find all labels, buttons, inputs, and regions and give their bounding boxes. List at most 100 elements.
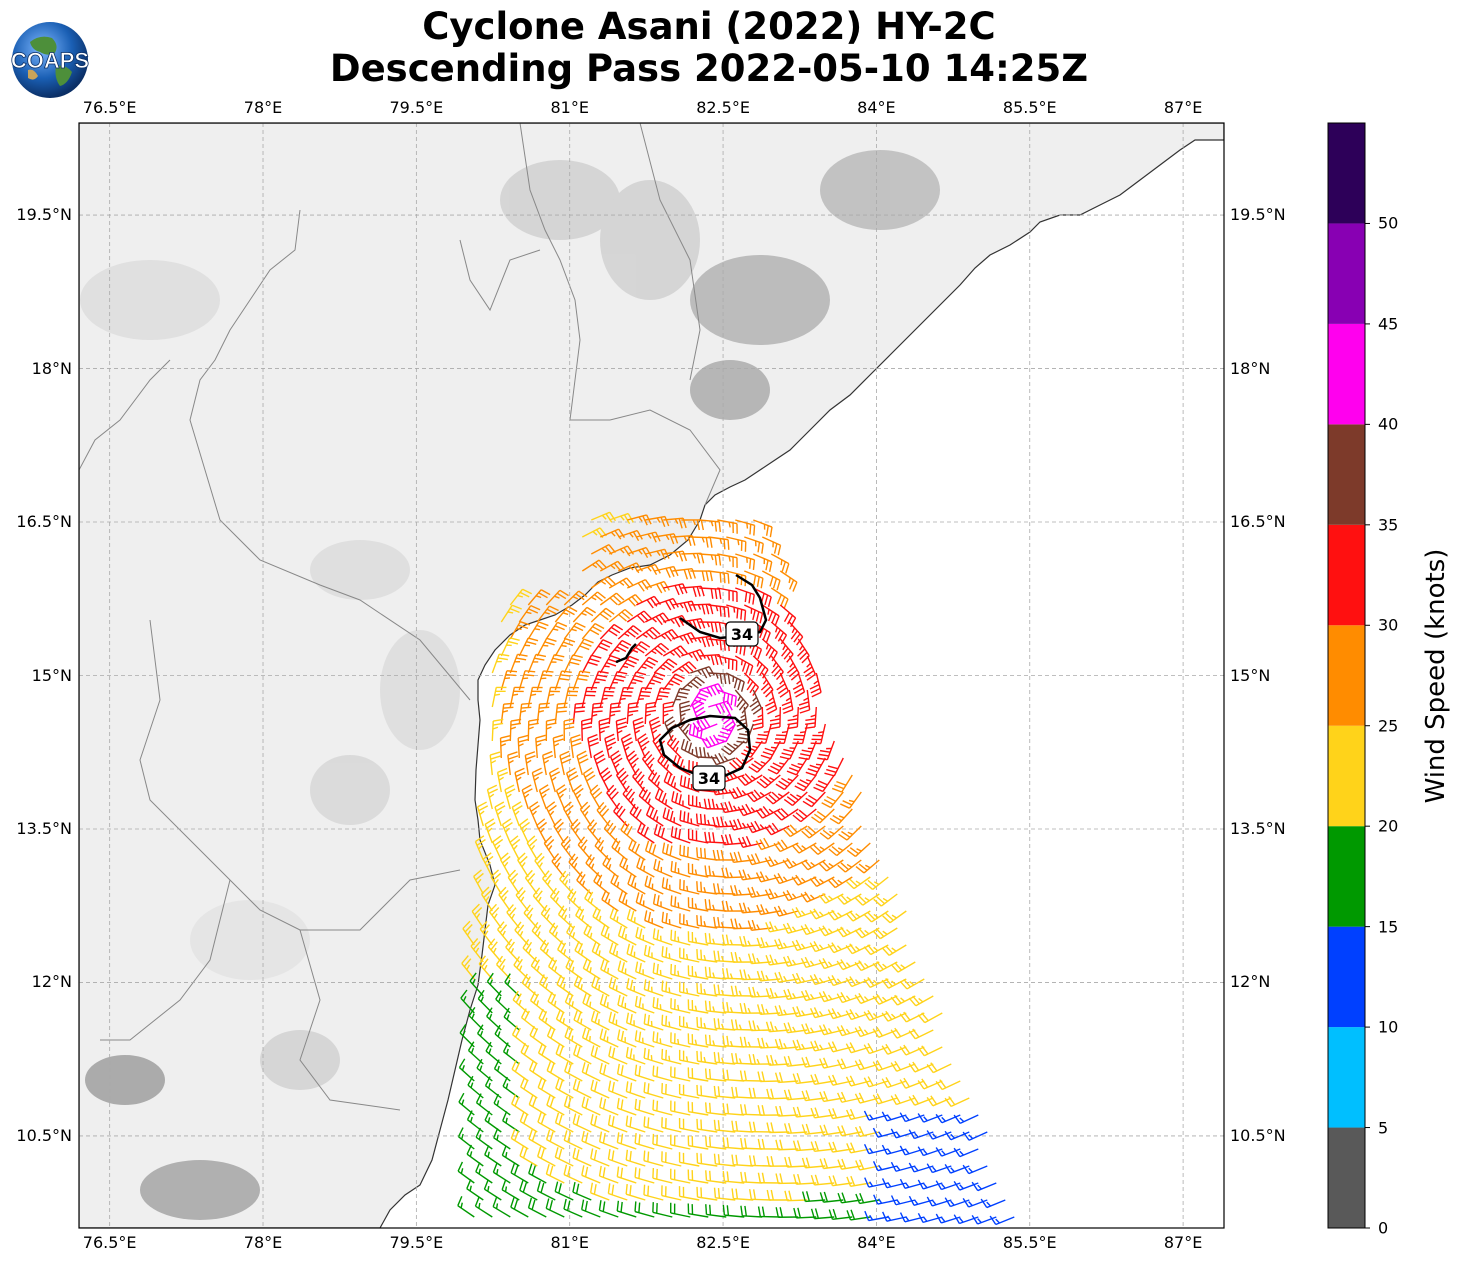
wind-barb [944,1096,970,1108]
wind-barb [680,738,700,759]
wind-barb [519,1180,538,1201]
wind-barb [491,653,510,674]
wind-barb [601,889,619,912]
colorbar-tick-label: 20 [1378,816,1399,836]
wind-barb [511,1059,529,1082]
wind-barb [625,1081,646,1099]
wind-barb [471,903,484,929]
wind-barb [590,1010,610,1031]
wind-barb [845,976,871,988]
wind-barb [854,960,880,972]
wind-barb [691,699,706,725]
wind-barb [752,655,769,679]
wind-barb [670,1202,691,1218]
lat-tick-right: 13.5°N [1230,818,1286,838]
wind-barb [554,638,576,657]
wind-barb [457,1161,475,1184]
wind-barb [809,672,822,698]
wind-barb [608,977,628,997]
wind-barb [908,1028,934,1040]
coaps-logo: COAPS [10,22,90,98]
wind-barb [662,807,682,827]
wind-barb [491,718,504,742]
wind-barb [917,1146,943,1157]
wind-barb [661,980,682,997]
wind-barb [713,1085,736,1099]
wind-barb [661,1185,682,1201]
wind-barb [681,648,706,662]
wind-barb [473,869,484,895]
wind-barb [644,701,657,725]
wind-barb [625,1046,646,1065]
colorbar-bin [1328,424,1365,525]
wind-barb [644,840,664,861]
wind-barb [574,940,592,963]
wind-barb [917,1012,943,1024]
wind-barb [730,1019,754,1031]
wind-barb [699,519,722,532]
wind-barb [555,784,567,810]
wind-barb [671,661,697,674]
wind-barb [501,1179,520,1201]
wind-barb [617,594,643,607]
wind-barb [499,734,511,759]
wind-barb [652,893,673,912]
wind-barb [634,1133,655,1150]
wind-barb [626,943,646,963]
wind-barb [652,997,673,1014]
lat-tick-right: 18°N [1230,358,1271,378]
wind-barb [598,1131,619,1150]
wind-barb [590,576,616,589]
wind-barb [846,876,871,890]
wind-barb [917,1045,943,1057]
wind-barb [538,784,550,810]
wind-barb [679,810,700,827]
wind-barb [731,1052,754,1065]
wind-barb [589,784,603,810]
wind-barb [836,1025,862,1037]
wind-barb [563,1198,583,1218]
wind-barb [748,757,772,773]
wind-barb [935,1213,961,1224]
wind-barb [818,859,844,872]
wind-barb [609,750,623,776]
wind-barb [618,890,637,912]
wind-barb [545,653,565,674]
wind-barb [636,857,655,878]
wind-barb [704,899,727,912]
wind-barb [599,1028,619,1048]
lon-tick-bottom: 82.5°E [696,1233,750,1252]
wind-barb [576,750,589,776]
wind-barb [704,831,727,844]
wind-barb [748,1155,772,1167]
wind-barb [827,975,853,987]
wind-barb [679,913,700,929]
wind-barb [545,718,557,742]
wind-barb [500,637,520,657]
wind-barb [678,1186,700,1201]
wind-barb [573,1010,592,1031]
wind-barb [504,784,516,810]
wind-barb [705,1204,727,1218]
wind-barb [617,1029,637,1048]
lon-tick-bottom: 87°E [1163,1233,1203,1252]
lon-tick-bottom: 85.5°E [1002,1233,1057,1252]
wind-barb [704,1102,727,1116]
wind-barb [628,839,646,861]
wind-barb [679,775,700,793]
wind-barb [626,702,639,725]
wind-barb [766,1088,790,1100]
wind-barb [775,1139,799,1151]
wind-barb [740,1171,763,1184]
wind-barb [761,570,781,591]
wind-barb [528,801,540,827]
wind-barb [626,978,646,997]
wind-barb [805,757,826,777]
wind-barb [722,1069,745,1082]
wind-barb [527,718,539,742]
wind-barb [625,1012,646,1031]
lat-tick-right: 19.5°N [1230,205,1286,225]
wind-barb [786,757,808,776]
wind-barb [645,515,670,527]
wind-barb [598,1165,619,1184]
